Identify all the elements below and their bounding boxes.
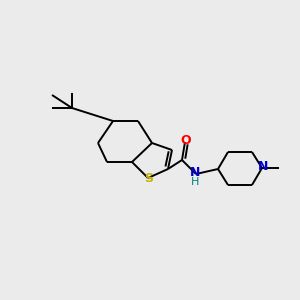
Text: N: N: [190, 166, 200, 178]
Text: H: H: [191, 177, 199, 187]
Text: S: S: [145, 172, 154, 184]
Text: O: O: [181, 134, 191, 148]
Text: N: N: [258, 160, 268, 173]
